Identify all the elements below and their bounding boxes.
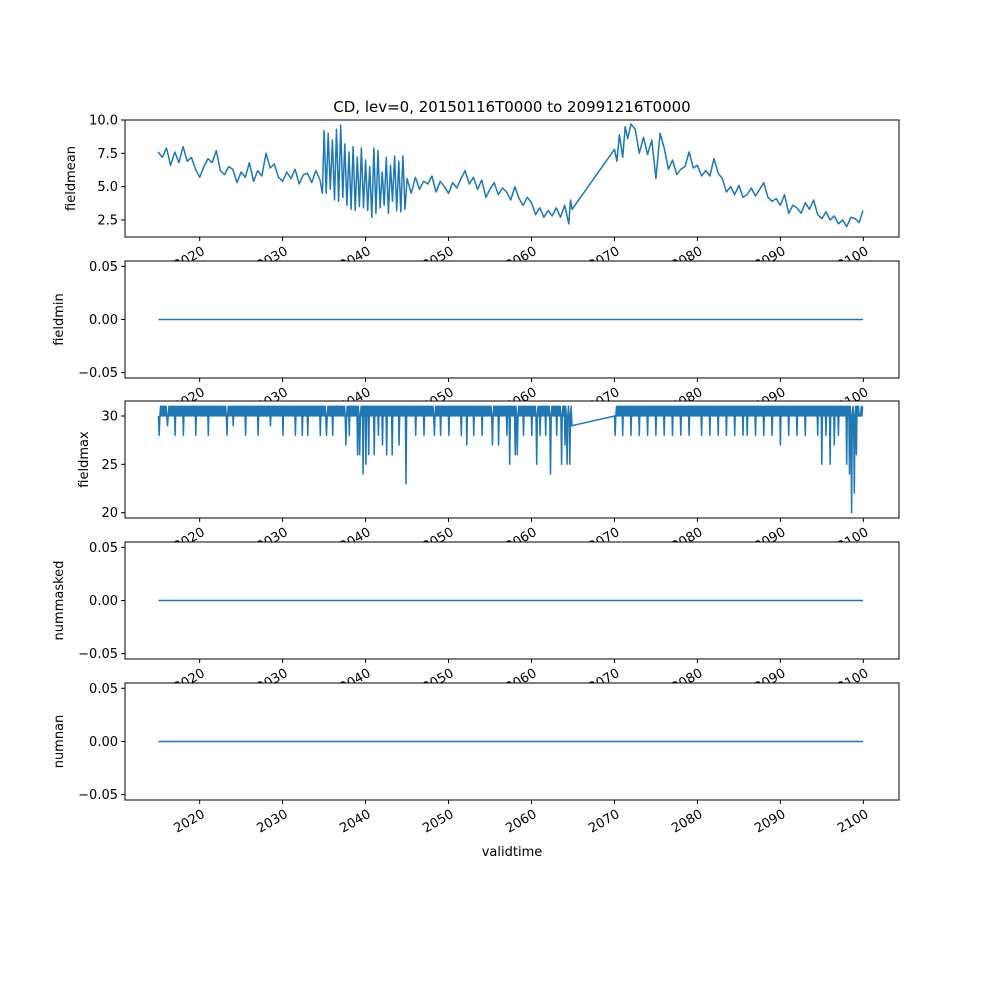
y-tick-label: 0.05 [89,541,118,556]
y-tick-label: 30 [101,409,118,424]
y-tick-label: 2.5 [97,213,118,228]
chart-title: CD, lev=0, 20150116T0000 to 20991216T000… [333,98,690,116]
y-tick-label: 25 [101,458,118,473]
series-line-fieldmax [157,405,864,514]
y-tick-label: −0.05 [78,366,118,381]
y-axis-label: numnan [52,715,67,769]
y-tick-label: 0.00 [89,594,118,609]
y-axis-label: fieldmean [64,146,79,211]
y-axis-label: nummasked [52,561,67,641]
x-axis-label: validtime [482,845,543,860]
axes-background [125,401,899,518]
y-tick-label: 0.00 [89,313,118,328]
y-tick-label: −0.05 [78,647,118,662]
y-tick-label: 0.05 [89,260,118,275]
y-axis-label: fieldmax [77,431,92,488]
series-line-fieldmean [157,123,864,228]
y-tick-label: 10.0 [89,114,118,129]
y-tick-label: 0.00 [89,735,118,750]
y-tick-label: 0.05 [89,682,118,697]
y-tick-label: 20 [101,506,118,521]
axes-frame [124,400,900,519]
y-tick-label: 7.5 [97,147,118,162]
y-axis-label: fieldmin [52,293,67,346]
y-tick-label: −0.05 [78,788,118,803]
axes-background [125,120,899,237]
axes-frame [124,119,900,238]
y-tick-label: 5.0 [97,180,118,195]
